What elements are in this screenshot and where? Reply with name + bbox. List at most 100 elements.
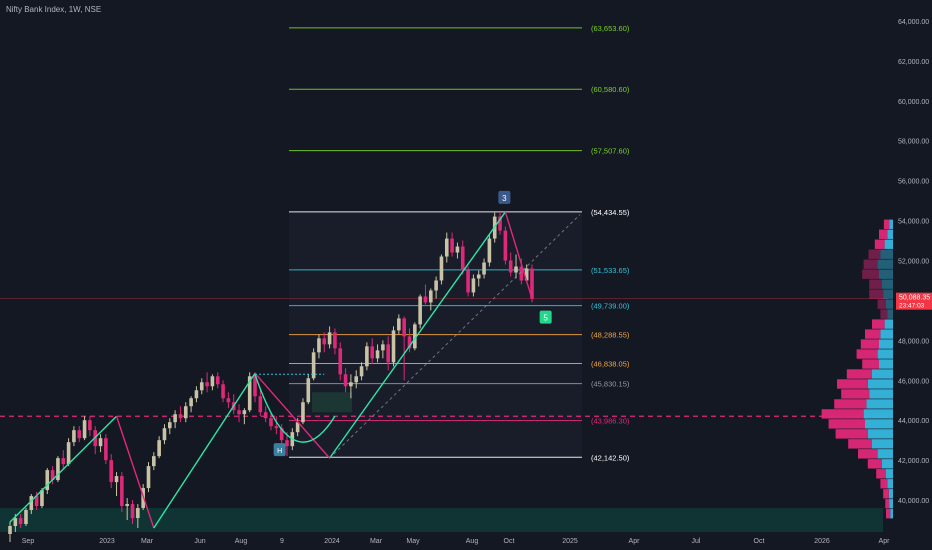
candle-body [125,504,129,507]
candle-body [450,238,454,253]
vp-buy-bar [887,479,893,489]
zigzag-segment [9,415,118,523]
candle-body [322,338,327,345]
candle-body [56,458,60,481]
candle-body [24,510,28,525]
candle-body [301,402,305,423]
x-tick-label: 2026 [814,538,830,545]
candle-body [146,466,151,489]
candles [8,211,534,542]
y-tick-label: 48,000.00 [898,338,929,345]
vp-sell-bar [837,379,868,389]
zigzag-segment [254,372,331,459]
candle-body [82,420,87,439]
vp-sell-bar [828,419,865,429]
candle-body [327,332,332,345]
candle-body [88,420,92,431]
candle-body [29,496,34,511]
vp-sell-bar [880,479,888,489]
vp-buy-bar [881,279,893,289]
vp-buy-bar [865,419,893,429]
candle-body [317,338,321,353]
candle-body [114,476,119,483]
y-tick-label: 40,000.00 [898,498,929,505]
wave-h-label: H [277,448,282,455]
vp-sell-bar [886,509,891,519]
candle-body [413,324,417,349]
candle-body [460,246,465,271]
candle-body [34,496,39,507]
vp-sell-bar [880,309,888,319]
vp-sell-bar [883,219,890,229]
symbol-title: Nifty Bank Index, 1W, NSE [6,5,102,14]
candle-body [455,246,460,253]
x-tick-label: Apr [879,538,891,545]
wave-3-label: 3 [502,194,507,203]
vp-sell-bar [869,289,884,299]
candle-body [109,460,114,483]
candle-body [98,438,103,447]
candle-body [503,230,508,261]
candle-body [194,390,199,399]
candle-body [444,238,449,257]
candle-body [365,346,369,367]
x-tick-label: 2024 [324,538,340,545]
candle-body [205,382,209,387]
candle-body [8,526,12,534]
candle-body [381,344,385,351]
candle-body [77,430,82,439]
y-tick-label: 46,000.00 [898,378,929,385]
fib-label: (57,507.60) [591,147,630,156]
candle-body [530,268,534,299]
vp-sell-bar [834,399,867,409]
candle-body [50,470,55,481]
candle-body [311,352,316,379]
candle-body [199,382,204,391]
y-tick-label: 62,000.00 [898,59,929,66]
fib-label: (45,830.15) [591,380,630,389]
x-tick-label: Aug [235,538,248,545]
candle-body [487,238,492,263]
candle-body [242,410,247,415]
candle-body [359,366,364,377]
candle-body [402,318,406,337]
x-tick-label: 2025 [562,538,578,545]
vp-buy-bar [889,219,893,229]
candle-body [349,382,353,387]
fib-label: (63,653.60) [591,24,630,33]
fib-label: (48,288.55) [591,331,630,340]
vp-sell-bar [865,329,881,339]
y-tick-label: 54,000.00 [898,219,929,226]
candle-body [18,518,23,525]
candle-body [407,336,412,349]
candle-body [247,376,252,411]
candle-body [120,476,124,507]
vp-buy-bar [867,379,893,389]
candle-body [215,376,220,385]
candle-body [279,428,284,441]
candle-body [482,262,486,275]
candle-body [524,268,529,281]
wave-h-marker [273,443,286,457]
candle-body [226,398,231,403]
candle-body [354,376,359,383]
x-tick-label: Oct [754,538,765,545]
vp-sell-bar [869,279,882,289]
zigzag-segment [329,211,506,459]
vp-buy-bar [887,309,893,319]
candle-body [466,270,470,293]
candle-body [397,318,401,331]
vp-sell-bar [868,249,881,259]
candle-body [152,456,156,467]
vp-buy-bar [886,469,893,479]
x-tick-label: Sep [22,538,35,545]
wave-5-label: 5 [543,314,548,323]
vp-buy-bar [888,489,893,499]
vp-buy-bar [869,389,893,399]
vp-buy-bar [877,449,893,459]
x-tick-label: Aug [466,538,479,545]
vp-buy-bar [886,299,893,309]
x-tick-label: 2023 [99,538,115,545]
